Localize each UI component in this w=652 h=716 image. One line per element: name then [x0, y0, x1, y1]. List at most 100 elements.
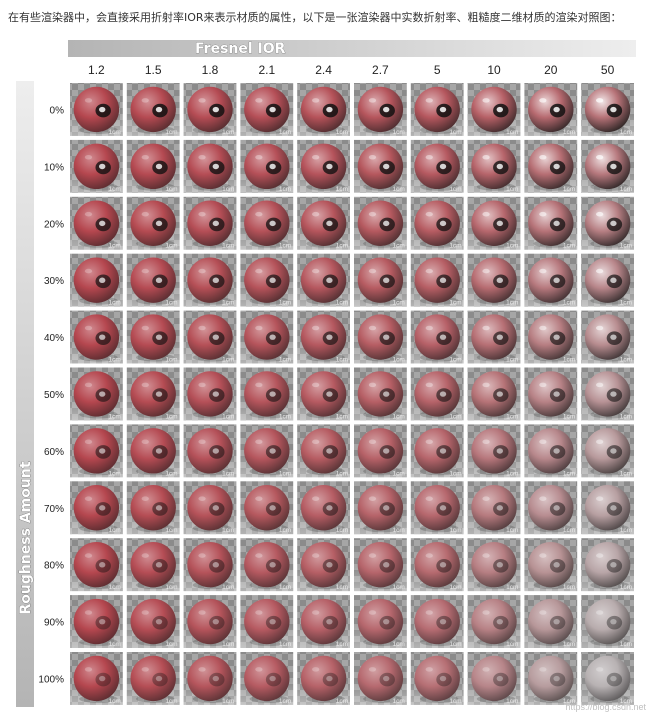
scale-label: 1cm — [620, 186, 632, 193]
scale-label: 1cm — [449, 641, 461, 648]
scale-label: 1cm — [222, 413, 234, 420]
render-cell: 1cm — [467, 481, 521, 535]
scale-label: 1cm — [165, 186, 177, 193]
scale-label: 1cm — [336, 243, 348, 250]
scale-label: 1cm — [506, 186, 518, 193]
render-cell: 1cm — [467, 538, 521, 592]
render-cell: 1cm — [410, 253, 464, 307]
render-cell: 1cm — [467, 83, 521, 136]
render-cell: 1cm — [240, 310, 294, 364]
render-cell: 1cm — [240, 481, 294, 535]
render-cell: 1cm — [70, 310, 123, 364]
scale-label: 1cm — [222, 300, 234, 307]
scale-label: 1cm — [222, 584, 234, 591]
render-cell: 1cm — [240, 196, 294, 250]
scale-label: 1cm — [563, 129, 575, 136]
ior-label: 2.1 — [258, 63, 275, 77]
scale-label: 1cm — [506, 357, 518, 364]
roughness-label: 30% — [44, 276, 64, 287]
render-cell: 1cm — [410, 139, 464, 193]
render-cell: 1cm — [126, 652, 180, 705]
scale-label: 1cm — [165, 129, 177, 136]
scale-label: 1cm — [222, 357, 234, 364]
scale-label: 1cm — [109, 584, 121, 591]
scale-label: 1cm — [222, 698, 234, 705]
roughness-label: 70% — [44, 504, 64, 515]
roughness-label: 60% — [44, 447, 64, 458]
render-cell: 1cm — [183, 481, 237, 535]
render-cell: 1cm — [183, 196, 237, 250]
render-cell: 1cm — [524, 652, 578, 705]
scale-label: 1cm — [279, 357, 291, 364]
render-cell: 1cm — [70, 538, 123, 592]
scale-label: 1cm — [620, 357, 632, 364]
ior-label: 1.2 — [88, 63, 105, 77]
scale-label: 1cm — [336, 584, 348, 591]
scale-label: 1cm — [279, 527, 291, 534]
render-cell: 1cm — [467, 253, 521, 307]
scale-label: 1cm — [336, 413, 348, 420]
scale-label: 1cm — [620, 698, 632, 705]
render-cell: 1cm — [354, 481, 407, 535]
render-cell: 1cm — [183, 139, 237, 193]
scale-label: 1cm — [393, 243, 405, 250]
row-header-bar — [16, 81, 34, 707]
render-cell: 1cm — [126, 83, 180, 136]
render-cell: 1cm — [410, 652, 464, 705]
roughness-label: 40% — [44, 333, 64, 344]
render-cell: 1cm — [240, 652, 294, 705]
scale-label: 1cm — [222, 129, 234, 136]
scale-label: 1cm — [279, 300, 291, 307]
render-cell: 1cm — [524, 538, 578, 592]
scale-label: 1cm — [506, 698, 518, 705]
render-cell: 1cm — [126, 424, 180, 478]
scale-label: 1cm — [165, 584, 177, 591]
scale-label: 1cm — [449, 300, 461, 307]
scale-label: 1cm — [165, 413, 177, 420]
scale-label: 1cm — [620, 641, 632, 648]
scale-label: 1cm — [109, 698, 121, 705]
scale-label: 1cm — [563, 357, 575, 364]
render-cell: 1cm — [354, 538, 407, 592]
render-cell: 1cm — [581, 424, 634, 478]
render-cell: 1cm — [297, 424, 350, 478]
ior-column-labels: 1.2 1.5 1.8 2.1 2.4 2.7 5 10 20 50 — [88, 63, 615, 77]
scale-label: 1cm — [222, 470, 234, 477]
render-cell: 1cm — [581, 481, 634, 535]
render-cell: 1cm — [354, 139, 407, 193]
render-cell: 1cm — [297, 310, 350, 364]
render-cell: 1cm — [410, 83, 464, 136]
render-cell: 1cm — [581, 253, 634, 307]
ior-label: 20 — [544, 63, 558, 77]
render-cell: 1cm — [581, 652, 634, 705]
roughness-label: 100% — [38, 674, 64, 685]
render-cell: 1cm — [467, 139, 521, 193]
roughness-label: 90% — [44, 618, 64, 629]
render-cell: 1cm — [410, 367, 464, 421]
render-cell: 1cm — [183, 253, 237, 307]
scale-label: 1cm — [222, 527, 234, 534]
render-cell: 1cm — [524, 83, 578, 136]
render-cell: 1cm — [467, 595, 521, 648]
render-cell: 1cm — [70, 83, 123, 136]
scale-label: 1cm — [563, 584, 575, 591]
render-cell: 1cm — [70, 424, 123, 478]
scale-label: 1cm — [109, 129, 121, 136]
render-cell: 1cm — [581, 139, 634, 193]
render-cell: 1cm — [524, 424, 578, 478]
render-cell: 1cm — [126, 367, 180, 421]
roughness-row-labels: 0% 10% 20% 30% 40% 50% 60% 70% 80% 90% 100% — [38, 105, 64, 685]
render-cell: 1cm — [297, 538, 350, 592]
render-cell: 1cm — [410, 310, 464, 364]
scale-label: 1cm — [620, 129, 632, 136]
render-cell: 1cm — [297, 253, 350, 307]
scale-label: 1cm — [393, 641, 405, 648]
render-cell: 1cm — [524, 595, 578, 648]
scale-label: 1cm — [563, 413, 575, 420]
scale-label: 1cm — [336, 698, 348, 705]
render-cell: 1cm — [240, 538, 294, 592]
scale-label: 1cm — [506, 641, 518, 648]
render-cell: 1cm — [354, 367, 407, 421]
render-cell: 1cm — [524, 310, 578, 364]
scale-label: 1cm — [109, 641, 121, 648]
